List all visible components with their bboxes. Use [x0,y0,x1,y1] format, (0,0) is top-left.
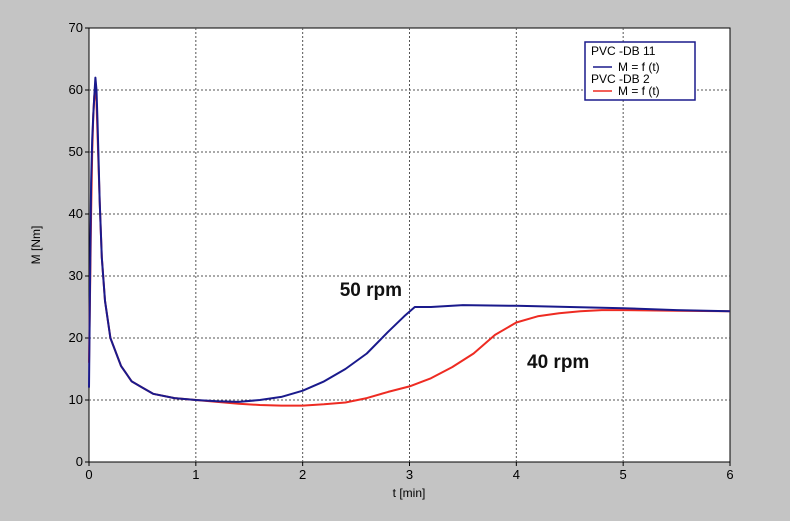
x-axis-ticks: 0 1 2 3 4 5 6 [85,462,734,482]
x-tick-label: 6 [726,467,733,482]
legend-label-1: M = f (t) [618,60,660,74]
y-axis-label: M [Nm] [29,226,43,265]
x-tick-label: 3 [406,467,413,482]
y-axis-ticks: 0 10 20 30 40 50 60 70 [69,20,89,469]
legend-group-2: PVC -DB 2 [591,72,650,86]
y-tick-label: 70 [69,20,83,35]
x-tick-label: 0 [85,467,92,482]
legend: PVC -DB 11 M = f (t) PVC -DB 2 M = f (t) [584,41,696,101]
x-tick-label: 2 [299,467,306,482]
legend-label-2: M = f (t) [618,84,660,98]
annotation-40-rpm: 40 rpm [527,352,589,373]
y-tick-label: 30 [69,268,83,283]
x-tick-label: 1 [192,467,199,482]
x-axis-label: t [min] [393,486,426,500]
y-tick-label: 20 [69,330,83,345]
y-tick-label: 50 [69,144,83,159]
series-layer [88,76,731,407]
y-tick-label: 0 [76,454,83,469]
x-tick-label: 5 [620,467,627,482]
y-tick-label: 60 [69,82,83,97]
y-tick-label: 10 [69,392,83,407]
x-tick-label: 4 [513,467,520,482]
legend-group-1: PVC -DB 11 [591,44,656,58]
series-line-1 [88,76,731,403]
annotation-50-rpm: 50 rpm [340,280,402,301]
y-tick-label: 40 [69,206,83,221]
